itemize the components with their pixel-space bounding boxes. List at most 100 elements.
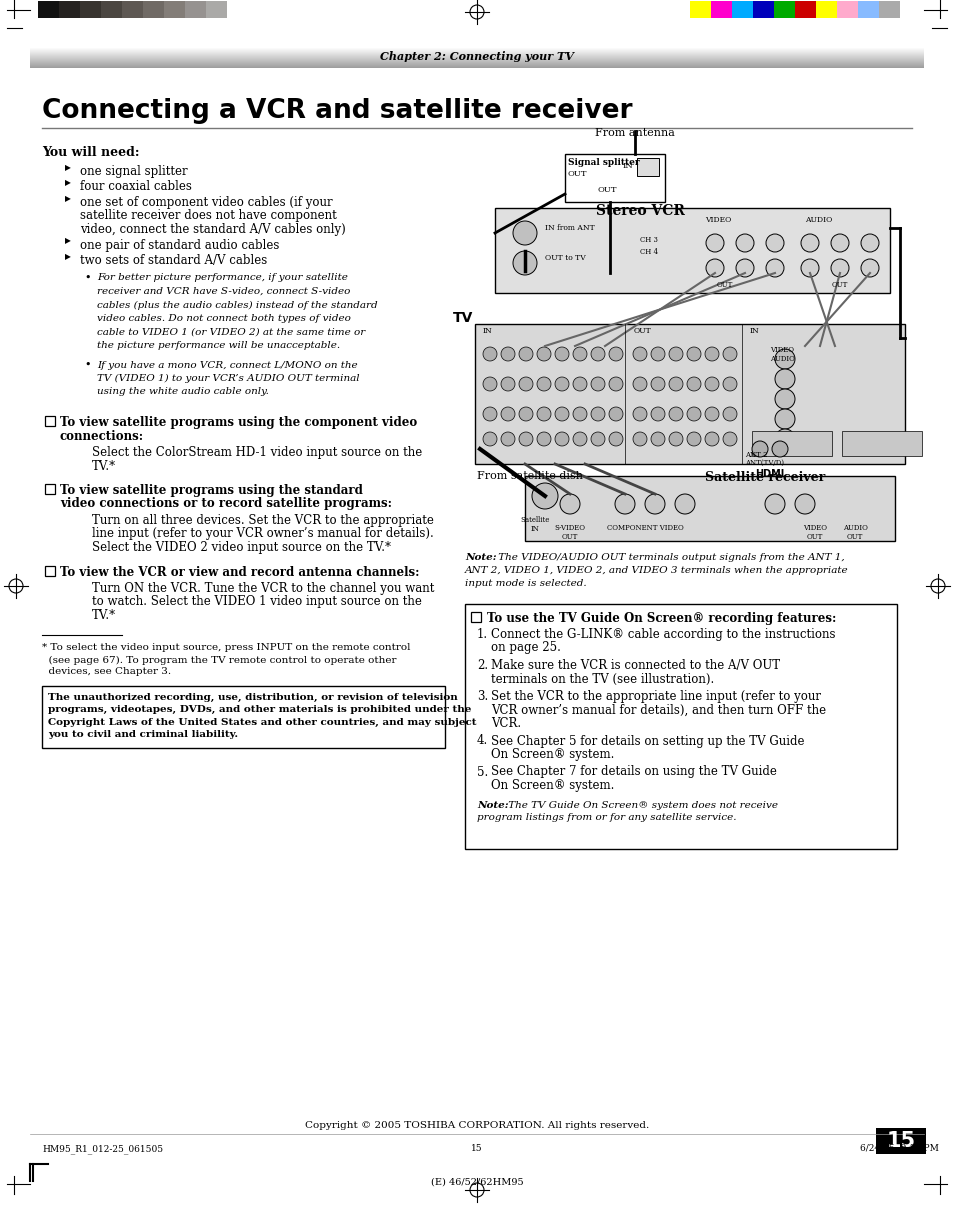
Circle shape xyxy=(686,406,700,421)
Bar xyxy=(206,1,227,18)
Circle shape xyxy=(482,406,497,421)
Text: VCR owner’s manual for details), and then turn OFF the: VCR owner’s manual for details), and the… xyxy=(491,703,825,716)
Text: •: • xyxy=(84,359,91,369)
Text: Satellite
IN: Satellite IN xyxy=(519,516,549,533)
Text: CH 3: CH 3 xyxy=(639,236,658,244)
Circle shape xyxy=(751,441,767,457)
Text: The unauthorized recording, use, distribution, or revision of television: The unauthorized recording, use, distrib… xyxy=(48,692,457,702)
Text: TV.*: TV.* xyxy=(91,609,116,622)
Circle shape xyxy=(686,377,700,391)
Text: 3.: 3. xyxy=(476,690,488,703)
Text: four coaxial cables: four coaxial cables xyxy=(80,181,192,193)
Text: Note:: Note: xyxy=(476,802,508,810)
Circle shape xyxy=(722,347,737,361)
Text: IN: IN xyxy=(622,162,633,170)
Bar xyxy=(45,484,55,494)
Bar xyxy=(227,1,248,18)
Text: To view the VCR or view and record antenna channels:: To view the VCR or view and record anten… xyxy=(60,566,419,579)
Text: AUDIO
OUT: AUDIO OUT xyxy=(841,523,866,541)
Bar xyxy=(101,1,122,18)
Text: 4.: 4. xyxy=(476,734,488,748)
Text: Copyright Laws of the United States and other countries, and may subject: Copyright Laws of the United States and … xyxy=(48,718,476,726)
Text: input mode is selected.: input mode is selected. xyxy=(464,579,586,589)
Circle shape xyxy=(704,377,719,391)
Text: Note:: Note: xyxy=(464,554,497,562)
Text: connections:: connections: xyxy=(60,429,144,443)
Circle shape xyxy=(590,377,604,391)
Bar xyxy=(143,1,164,18)
Text: From satellite dish: From satellite dish xyxy=(476,472,582,481)
Bar xyxy=(794,1,815,18)
Text: to watch. Select the VIDEO 1 video input source on the: to watch. Select the VIDEO 1 video input… xyxy=(91,596,421,609)
Text: See Chapter 7 for details on using the TV Guide: See Chapter 7 for details on using the T… xyxy=(491,766,776,779)
Circle shape xyxy=(513,251,537,275)
Text: cables (plus the audio cables) instead of the standard: cables (plus the audio cables) instead o… xyxy=(97,300,377,310)
Text: on page 25.: on page 25. xyxy=(491,642,560,655)
Circle shape xyxy=(765,259,783,277)
Circle shape xyxy=(615,494,635,514)
Text: Connect the G-LINK® cable according to the instructions: Connect the G-LINK® cable according to t… xyxy=(491,628,835,642)
Text: AUDIO: AUDIO xyxy=(804,216,831,224)
Bar xyxy=(857,1,878,18)
Text: 5.: 5. xyxy=(476,766,488,779)
Circle shape xyxy=(650,406,664,421)
Text: * To select the video input source, press INPUT on the remote control: * To select the video input source, pres… xyxy=(42,644,410,652)
Circle shape xyxy=(774,409,794,429)
Bar xyxy=(689,1,710,18)
Bar xyxy=(878,1,899,18)
Circle shape xyxy=(573,406,586,421)
Bar xyxy=(475,324,904,464)
Circle shape xyxy=(774,390,794,409)
Circle shape xyxy=(500,347,515,361)
Circle shape xyxy=(573,377,586,391)
Circle shape xyxy=(764,494,784,514)
Text: You will need:: You will need: xyxy=(42,146,139,159)
Circle shape xyxy=(830,259,848,277)
Text: ▶: ▶ xyxy=(65,253,71,260)
Text: See Chapter 5 for details on setting up the TV Guide: See Chapter 5 for details on setting up … xyxy=(491,734,803,748)
Circle shape xyxy=(608,377,622,391)
Circle shape xyxy=(774,349,794,369)
Circle shape xyxy=(765,234,783,252)
Circle shape xyxy=(573,347,586,361)
Circle shape xyxy=(518,377,533,391)
Circle shape xyxy=(590,432,604,446)
Circle shape xyxy=(771,441,787,457)
Text: Stereo VCR: Stereo VCR xyxy=(595,204,683,218)
Text: Connecting a VCR and satellite receiver: Connecting a VCR and satellite receiver xyxy=(42,98,632,124)
Circle shape xyxy=(633,406,646,421)
Circle shape xyxy=(518,406,533,421)
Text: TV (VIDEO 1) to your VCR’s AUDIO OUT terminal: TV (VIDEO 1) to your VCR’s AUDIO OUT ter… xyxy=(97,374,359,384)
Text: programs, videotapes, DVDs, and other materials is prohibited under the: programs, videotapes, DVDs, and other ma… xyxy=(48,706,471,714)
Text: satellite receiver does not have component: satellite receiver does not have compone… xyxy=(80,210,336,222)
Circle shape xyxy=(830,234,848,252)
Bar xyxy=(38,1,59,18)
Circle shape xyxy=(518,432,533,446)
Circle shape xyxy=(590,406,604,421)
Text: OUT: OUT xyxy=(716,281,733,289)
Bar xyxy=(164,1,185,18)
Text: VIDEO: VIDEO xyxy=(704,216,731,224)
Circle shape xyxy=(537,432,551,446)
Bar xyxy=(471,611,480,622)
Circle shape xyxy=(500,377,515,391)
Text: ▶: ▶ xyxy=(65,180,71,187)
Text: On Screen® system.: On Screen® system. xyxy=(491,748,614,761)
Text: ANT 2: ANT 2 xyxy=(744,451,767,459)
Circle shape xyxy=(774,429,794,449)
Bar xyxy=(731,1,752,18)
Text: OUT: OUT xyxy=(831,281,847,289)
Bar xyxy=(42,685,444,748)
Circle shape xyxy=(722,406,737,421)
Circle shape xyxy=(513,221,537,245)
Circle shape xyxy=(555,377,568,391)
Circle shape xyxy=(705,259,723,277)
Text: the picture performance will be unacceptable.: the picture performance will be unaccept… xyxy=(97,341,340,350)
Bar xyxy=(710,1,731,18)
Bar xyxy=(122,1,143,18)
Bar xyxy=(836,1,857,18)
Circle shape xyxy=(518,347,533,361)
Circle shape xyxy=(774,369,794,390)
Circle shape xyxy=(801,234,818,252)
Circle shape xyxy=(801,259,818,277)
